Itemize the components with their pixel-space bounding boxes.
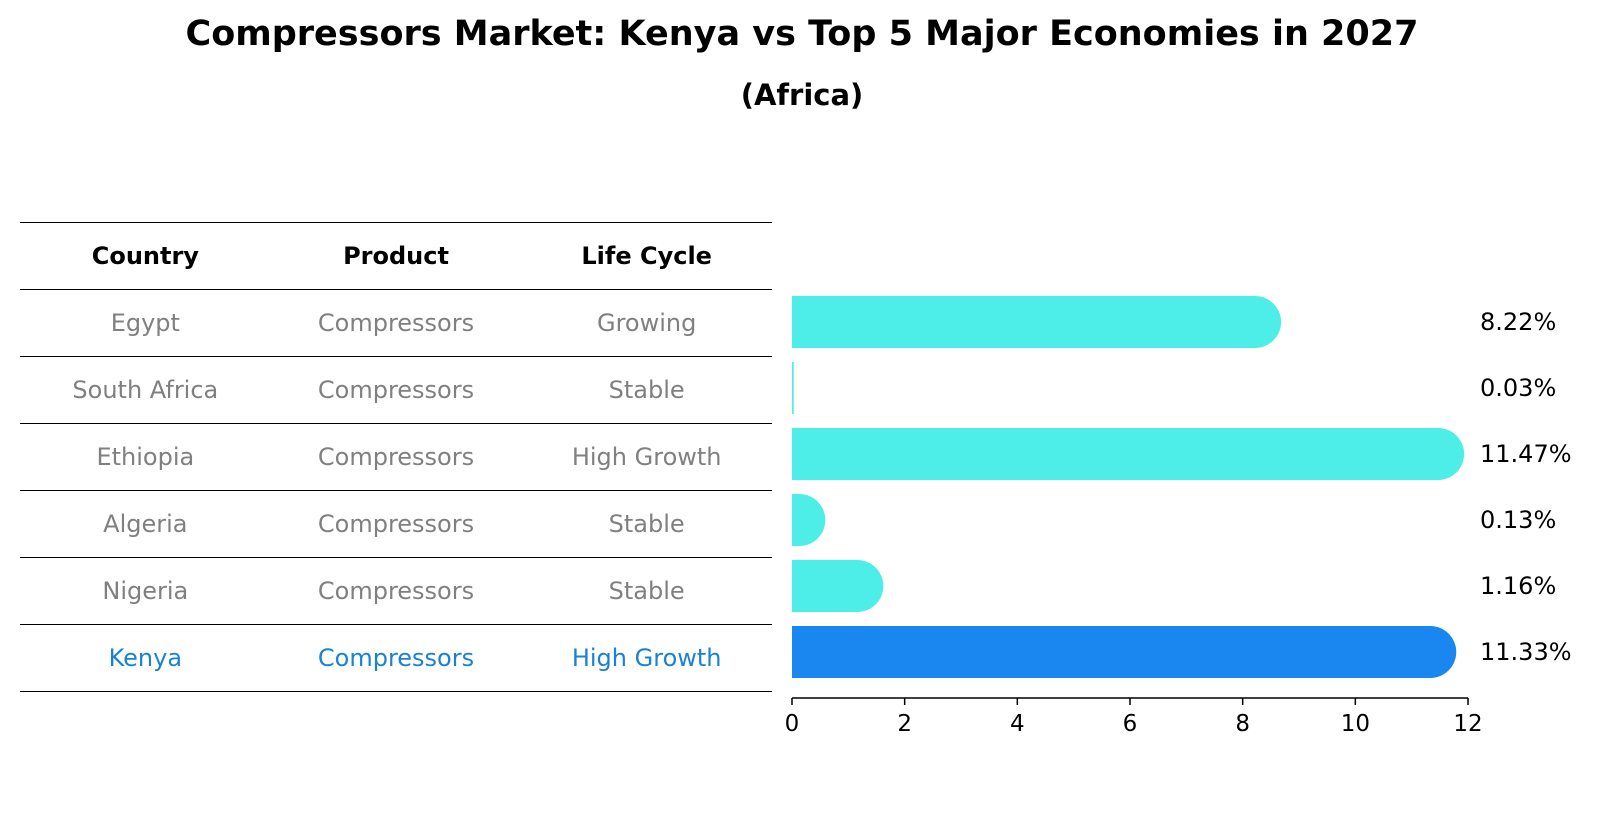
- bar-south-africa: [792, 362, 794, 414]
- product-cell: Compressors: [317, 309, 475, 337]
- x-tick-label: 10: [1341, 711, 1370, 737]
- country-cell: Ethiopia: [96, 443, 195, 471]
- comparison-table: Country Product Life Cycle Egypt Compres…: [20, 222, 772, 692]
- bar-nigeria: [792, 560, 884, 612]
- country-cell: South Africa: [72, 376, 219, 404]
- life-cycle-cell: Stable: [608, 577, 685, 605]
- table-header-row: Country Product Life Cycle: [20, 222, 772, 290]
- table-row: Algeria Compressors Stable: [20, 491, 772, 558]
- country-cell: Nigeria: [102, 577, 189, 605]
- country-cell: Kenya: [108, 644, 183, 672]
- life-cycle-cell: Stable: [608, 510, 685, 538]
- product-cell: Compressors: [317, 644, 475, 672]
- x-tick-label: 6: [1123, 711, 1138, 737]
- x-tick-label: 2: [897, 711, 912, 737]
- bar-value-label: 0.13%: [1480, 506, 1556, 534]
- bar-ethiopia: [792, 428, 1465, 480]
- x-tick-label: 0: [785, 711, 800, 737]
- table-row: Ethiopia Compressors High Growth: [20, 424, 772, 491]
- product-cell: Compressors: [317, 376, 475, 404]
- country-cell: Algeria: [103, 510, 188, 538]
- chart-title: Compressors Market: Kenya vs Top 5 Major…: [185, 14, 1419, 54]
- table-row: Egypt Compressors Growing: [20, 290, 772, 357]
- bar-egypt: [792, 296, 1282, 348]
- product-cell: Compressors: [317, 577, 475, 605]
- header-country: Country: [91, 242, 199, 270]
- table-row: South Africa Compressors Stable: [20, 357, 772, 424]
- bar-value-label: 0.03%: [1480, 374, 1556, 402]
- table-row: Nigeria Compressors Stable: [20, 558, 772, 625]
- header-life-cycle: Life Cycle: [581, 242, 712, 270]
- country-cell: Egypt: [110, 309, 180, 337]
- life-cycle-cell: High Growth: [571, 443, 722, 471]
- x-tick-label: 12: [1453, 711, 1482, 737]
- chart-subtitle: (Africa): [740, 78, 864, 112]
- bar-value-label: 11.47%: [1480, 440, 1572, 468]
- life-cycle-cell: Stable: [608, 376, 685, 404]
- bar-value-label: 8.22%: [1480, 308, 1556, 336]
- x-tick-label: 8: [1235, 711, 1250, 737]
- x-tick-label: 4: [1010, 711, 1025, 737]
- life-cycle-cell: High Growth: [571, 644, 722, 672]
- bar-algeria: [792, 494, 826, 546]
- table-row-highlight: Kenya Compressors High Growth: [20, 625, 772, 692]
- life-cycle-cell: Growing: [596, 309, 697, 337]
- bar-value-label: 11.33%: [1480, 638, 1572, 666]
- bar-kenya: [792, 626, 1457, 678]
- header-product: Product: [343, 242, 449, 270]
- product-cell: Compressors: [317, 510, 475, 538]
- bar-value-label: 1.16%: [1480, 572, 1556, 600]
- product-cell: Compressors: [317, 443, 475, 471]
